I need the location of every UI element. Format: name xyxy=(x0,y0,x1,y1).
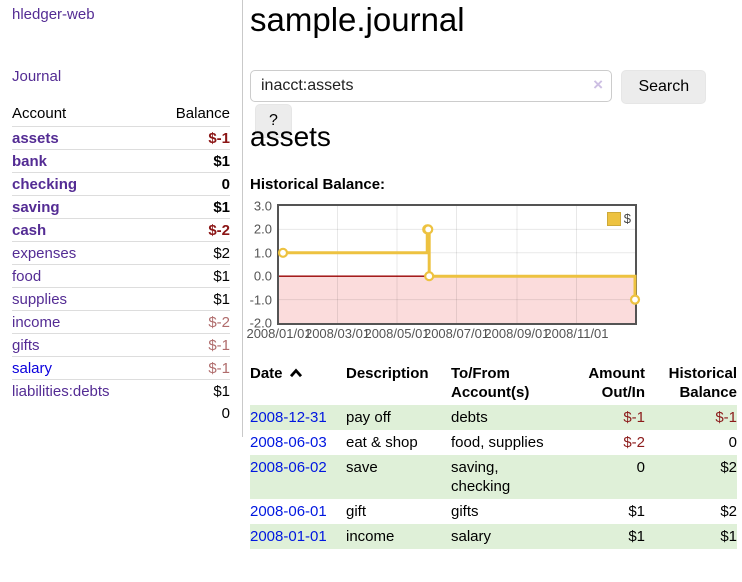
accounts-header-row: Account Balance xyxy=(12,102,230,127)
transaction-date-link[interactable]: 2008-12-31 xyxy=(250,409,327,426)
register-header-amount: Amount Out/In xyxy=(563,358,645,405)
transaction-row: 2008-06-02 save saving, checking 0 $2 xyxy=(250,455,737,499)
chart-plot-area: $ xyxy=(277,204,637,325)
account-link[interactable]: supplies xyxy=(12,291,67,308)
main-content: sample.journal × Search ? assets Histori… xyxy=(250,0,737,582)
account-row: supplies $1 xyxy=(12,288,230,311)
historical-balance-chart: 3.02.01.00.0-1.0-2.0 $ 2008/01/012008/03… xyxy=(250,198,737,348)
transaction-accounts: food, supplies xyxy=(451,430,563,455)
transaction-amount: 0 xyxy=(563,455,645,499)
chart-x-axis-labels: 2008/01/012008/03/012008/05/012008/07/01… xyxy=(279,326,635,342)
account-balance: $1 xyxy=(152,288,230,311)
sort-ascending-icon xyxy=(289,364,303,383)
account-balance: $2 xyxy=(152,242,230,265)
transaction-description: gift xyxy=(346,499,451,524)
transaction-row: 2008-12-31 pay off debts $-1 $-1 xyxy=(250,405,737,430)
transaction-description: save xyxy=(346,455,451,499)
transaction-balance: $2 xyxy=(645,455,737,499)
transaction-accounts: salary xyxy=(451,524,563,549)
accounts-header-account: Account xyxy=(12,102,152,127)
account-row: saving $1 xyxy=(12,196,230,219)
register-header-date[interactable]: Date xyxy=(250,358,346,405)
transaction-accounts: gifts xyxy=(451,499,563,524)
hledger-web-app: hledger-web Journal Account Balance asse… xyxy=(0,0,742,582)
transaction-row: 2008-06-03 eat & shop food, supplies $-2… xyxy=(250,430,737,455)
transaction-amount: $1 xyxy=(563,499,645,524)
register-header-row: Date Description To/From Account(s) Amou… xyxy=(250,358,737,405)
search-button[interactable]: Search xyxy=(621,70,706,104)
account-row: liabilities:debts $1 xyxy=(12,380,230,403)
transaction-balance: $2 xyxy=(645,499,737,524)
account-link[interactable]: income xyxy=(12,314,60,331)
transaction-balance: $1 xyxy=(645,524,737,549)
sidebar-item-journal[interactable]: Journal xyxy=(12,68,61,85)
legend-swatch-icon xyxy=(607,212,621,226)
register-header-description: Description xyxy=(346,358,451,405)
chart-series-svg xyxy=(279,206,635,323)
search-form: × Search ? xyxy=(250,70,737,102)
account-row: cash $-2 xyxy=(12,219,230,242)
transaction-amount: $1 xyxy=(563,524,645,549)
legend-label: $ xyxy=(624,211,631,226)
transaction-balance: 0 xyxy=(645,430,737,455)
account-balance: $-2 xyxy=(152,219,230,242)
account-heading: assets xyxy=(250,120,331,154)
account-row: salary $-1 xyxy=(12,357,230,380)
account-link[interactable]: cash xyxy=(12,222,46,239)
account-balance: $-2 xyxy=(152,311,230,334)
account-balance: $1 xyxy=(152,196,230,219)
account-row: assets $-1 xyxy=(12,127,230,150)
account-balance: $-1 xyxy=(152,357,230,380)
account-link[interactable]: expenses xyxy=(12,245,76,262)
account-balance: $-1 xyxy=(152,127,230,150)
account-balance: $1 xyxy=(152,150,230,173)
account-row: food $1 xyxy=(12,265,230,288)
clear-search-icon[interactable]: × xyxy=(593,75,603,95)
transaction-description: income xyxy=(346,524,451,549)
account-link[interactable]: saving xyxy=(12,199,60,216)
account-balance: $-1 xyxy=(152,334,230,357)
app-title-link[interactable]: hledger-web xyxy=(12,6,95,23)
accounts-total-value: 0 xyxy=(152,402,230,424)
account-balance: 0 xyxy=(152,173,230,196)
transaction-description: eat & shop xyxy=(346,430,451,455)
transaction-date-link[interactable]: 2008-01-01 xyxy=(250,528,327,545)
account-balance: $1 xyxy=(152,265,230,288)
accounts-total-row: 0 xyxy=(12,402,230,424)
transaction-accounts: saving, checking xyxy=(451,455,563,499)
account-link[interactable]: salary xyxy=(12,360,52,377)
chart-title: Historical Balance: xyxy=(250,176,385,193)
account-balance: $1 xyxy=(152,380,230,403)
accounts-header-balance: Balance xyxy=(152,102,230,127)
transaction-balance: $-1 xyxy=(645,405,737,430)
register-table: Date Description To/From Account(s) Amou… xyxy=(250,358,737,549)
account-link[interactable]: liabilities:debts xyxy=(12,383,110,400)
transaction-accounts: debts xyxy=(451,405,563,430)
transaction-date-link[interactable]: 2008-06-03 xyxy=(250,434,327,451)
account-link[interactable]: checking xyxy=(12,176,77,193)
register-header-accounts: To/From Account(s) xyxy=(451,358,563,405)
account-link[interactable]: assets xyxy=(12,130,59,147)
register-header-balance: Historical Balance xyxy=(645,358,737,405)
account-row: checking 0 xyxy=(12,173,230,196)
account-row: bank $1 xyxy=(12,150,230,173)
transaction-amount: $-2 xyxy=(563,430,645,455)
account-link[interactable]: gifts xyxy=(12,337,40,354)
transaction-description: pay off xyxy=(346,405,451,430)
transaction-row: 2008-06-01 gift gifts $1 $2 xyxy=(250,499,737,524)
account-row: expenses $2 xyxy=(12,242,230,265)
transaction-date-link[interactable]: 2008-06-02 xyxy=(250,459,327,476)
account-row: income $-2 xyxy=(12,311,230,334)
accounts-table: Account Balance assets $-1 ban xyxy=(12,102,230,424)
chart-legend: $ xyxy=(607,211,631,226)
transaction-amount: $-1 xyxy=(563,405,645,430)
search-input[interactable] xyxy=(250,70,612,102)
account-link[interactable]: food xyxy=(12,268,41,285)
page-title: sample.journal xyxy=(250,0,465,40)
sidebar: hledger-web Journal Account Balance asse… xyxy=(0,0,243,437)
account-link[interactable]: bank xyxy=(12,153,47,170)
account-row: gifts $-1 xyxy=(12,334,230,357)
transaction-row: 2008-01-01 income salary $1 $1 xyxy=(250,524,737,549)
transaction-date-link[interactable]: 2008-06-01 xyxy=(250,503,327,520)
